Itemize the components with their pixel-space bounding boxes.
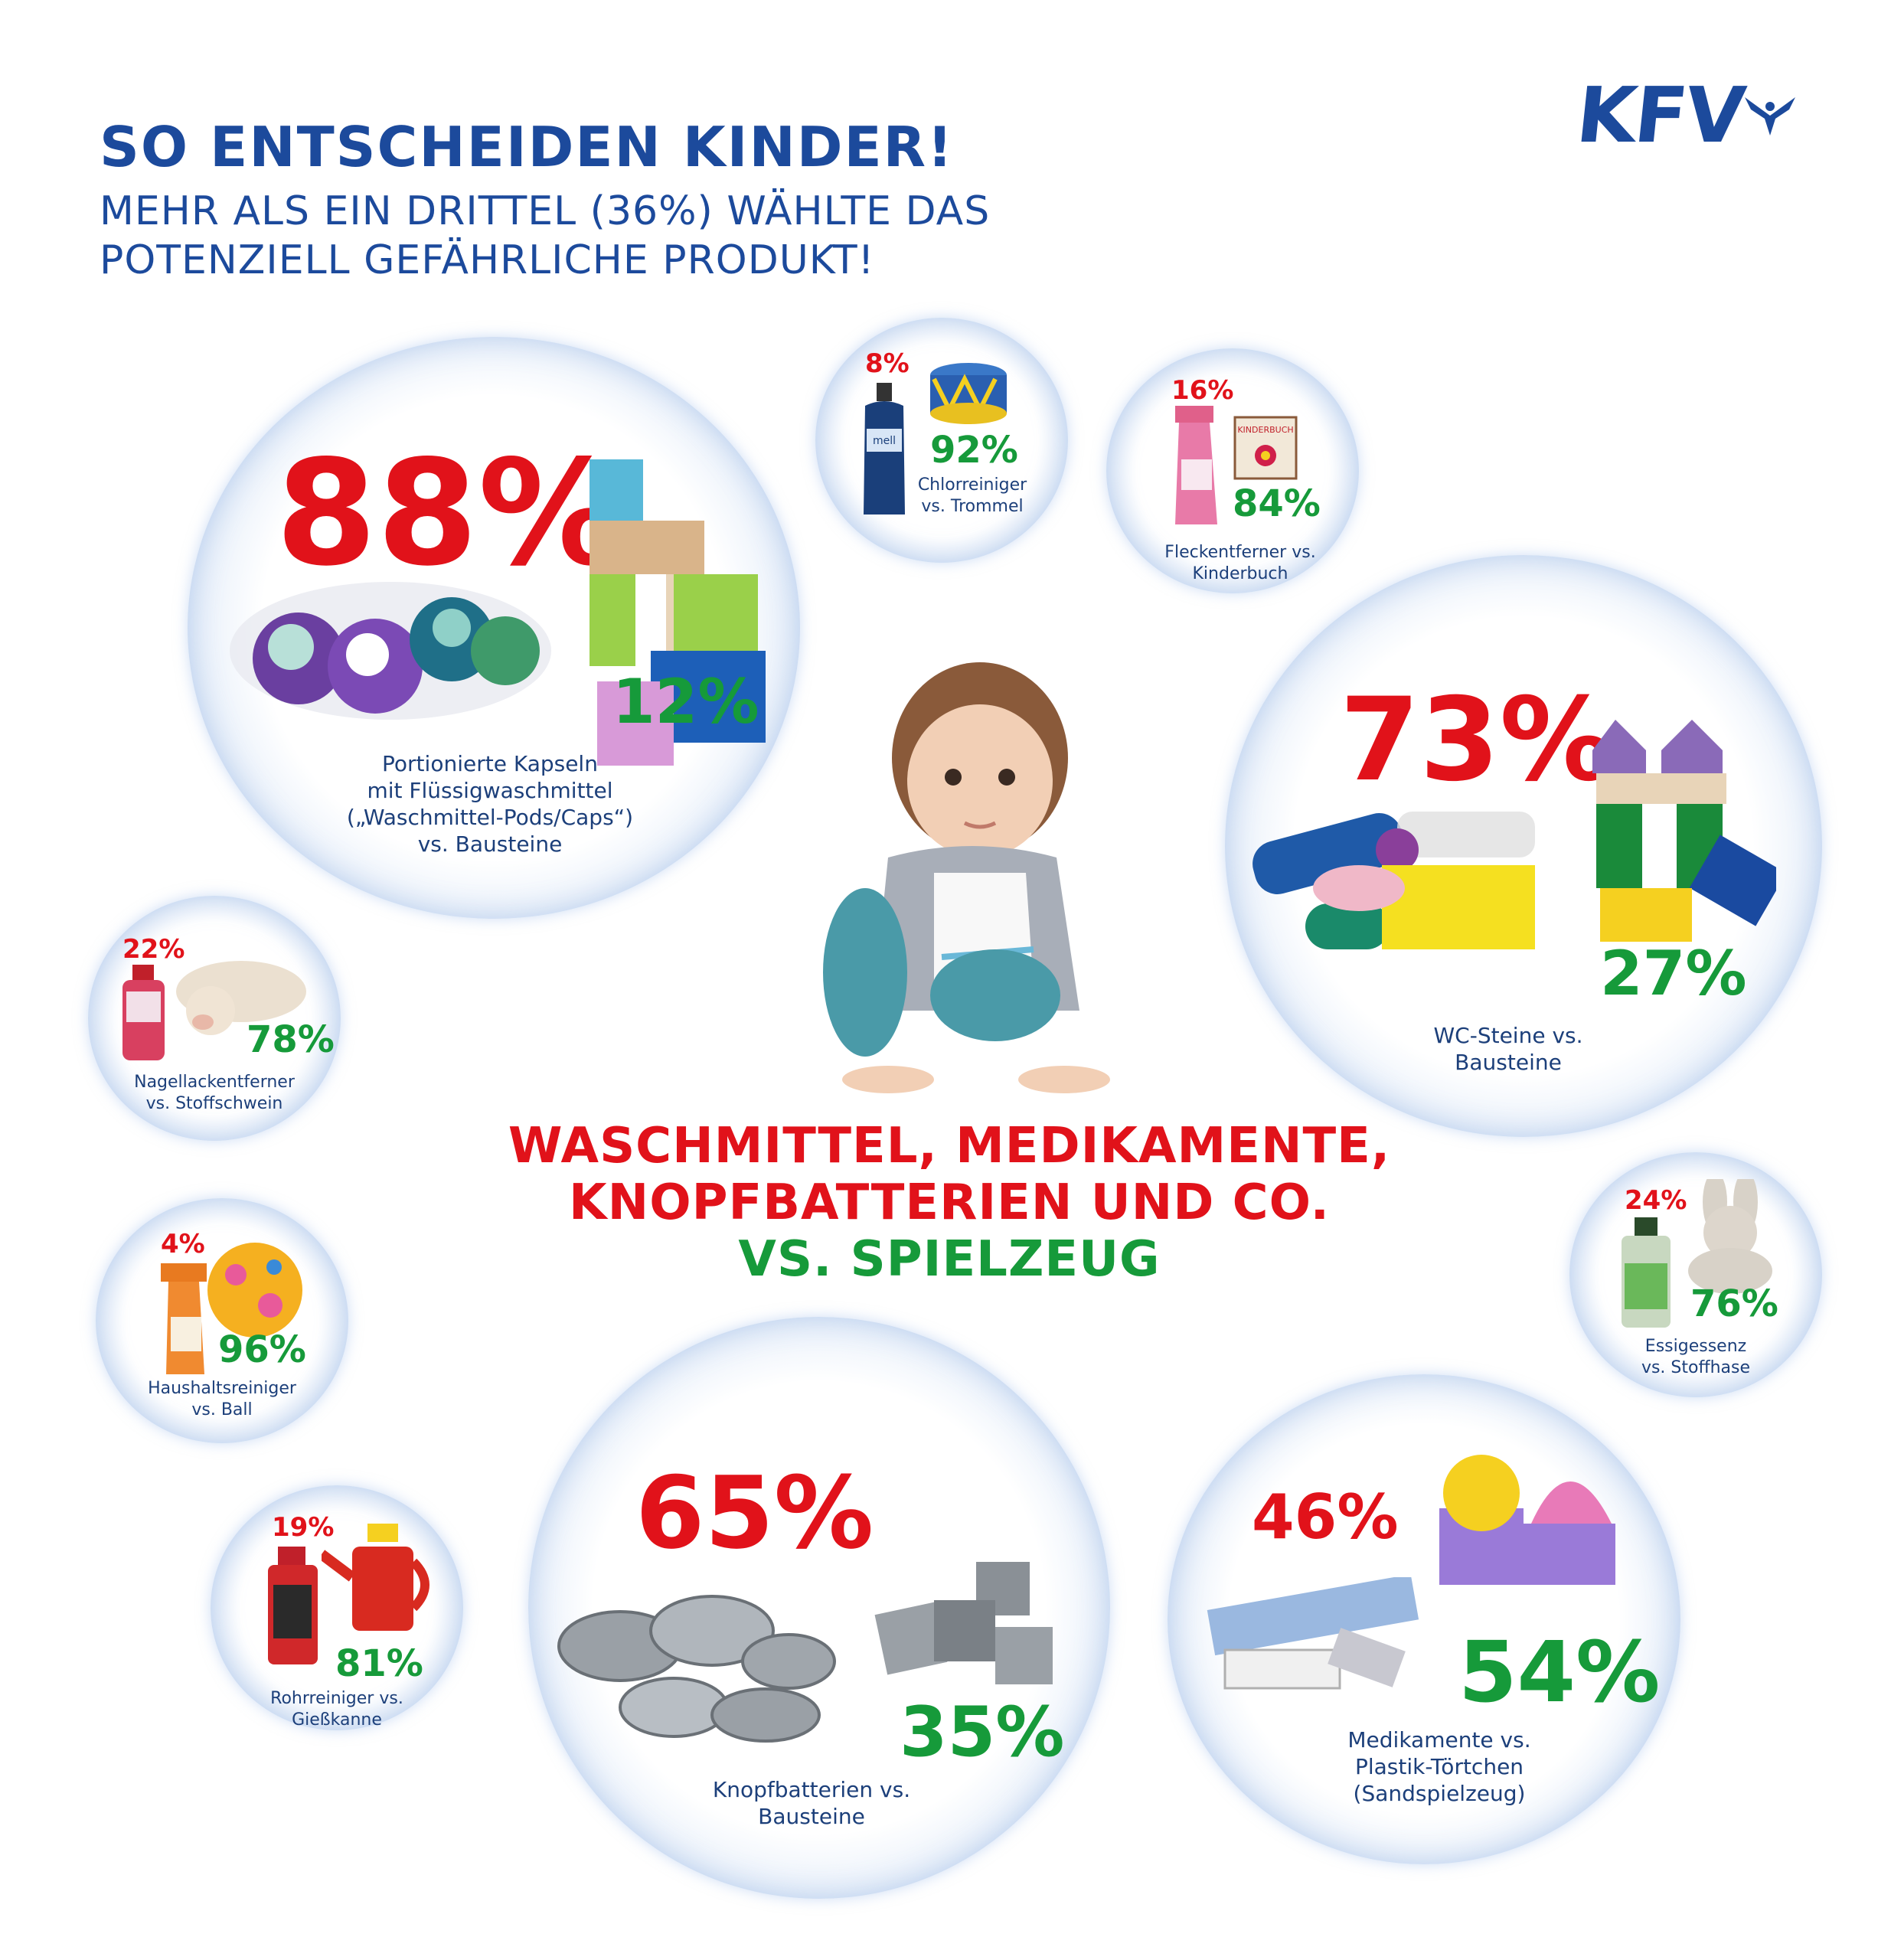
essig-bottle-image [1622, 1217, 1671, 1328]
knopf-caption: Knopfbatterien vs. Bausteine [704, 1776, 919, 1830]
fleck-danger-percent: 16% [1171, 375, 1234, 406]
pods-caption: Portionierte Kapseln mit Flüssigwaschmit… [322, 750, 658, 858]
book-title: KINDERBUCH [1237, 425, 1293, 435]
caption-line: vs. Stoffschwein [145, 1093, 283, 1113]
caption-line: Haushaltsreiniger [148, 1379, 296, 1398]
wc-blocks-image [1592, 720, 1776, 942]
caption-line: vs. Stoffhase [1641, 1357, 1751, 1377]
baby-image [823, 662, 1110, 1093]
rabbit-image [1688, 1179, 1772, 1294]
wc-danger-percent: 73% [1340, 674, 1615, 807]
medi-toy-percent: 54% [1458, 1623, 1661, 1721]
nagel-toy-percent: 78% [247, 1018, 335, 1061]
pods-image [230, 582, 551, 720]
caption-line: vs. Trommel [921, 496, 1024, 516]
ball-image [207, 1243, 302, 1338]
caption-line: Chlorreiniger [917, 475, 1027, 495]
caption-line: (Sandspielzeug) [1353, 1781, 1526, 1806]
spray-image [1175, 406, 1217, 524]
chlor-bottle-image: mell [864, 383, 905, 514]
chlor-danger-percent: 8% [865, 348, 910, 379]
wc-caption: WC-Steine vs. Bausteine [1416, 1022, 1600, 1076]
caption-line: mit Flüssigwaschmittel [367, 778, 613, 803]
haushalt-danger-percent: 4% [161, 1229, 205, 1259]
caption-line: vs. Bausteine [417, 831, 563, 857]
center-line-1: WASCHMITTEL, MEDIKAMENTE, [508, 1118, 1391, 1174]
essig-caption: Essigessenz vs. Stoffhase [1608, 1336, 1784, 1378]
silver-blocks-image [874, 1562, 1053, 1684]
caption-line: vs. Ball [191, 1400, 253, 1419]
caption-line: Kinderbuch [1192, 564, 1288, 583]
caption-line: Rohrreiniger vs. [270, 1689, 403, 1708]
knopf-toy-percent: 35% [900, 1692, 1065, 1772]
rohr-toy-percent: 81% [335, 1642, 423, 1685]
fleck-caption: Fleckentferner vs. Kinderbuch [1148, 542, 1332, 584]
medi-caption: Medikamente vs. Plastik-Törtchen (Sandsp… [1332, 1726, 1546, 1807]
center-headline: WASCHMITTEL, MEDIKAMENTE, KNOPFBATTERIEN… [459, 1118, 1439, 1288]
caption-line: Bausteine [1455, 1050, 1562, 1075]
pill-box-image [1207, 1577, 1419, 1690]
center-line-3: VS. SPIELZEUG [738, 1231, 1161, 1288]
caption-line: („Waschmittel-Pods/Caps“) [346, 805, 634, 830]
chlor-toy-percent: 92% [930, 429, 1018, 472]
kfv-logo: KFV [1573, 70, 1797, 160]
caption-line: Nagellackentferner [134, 1073, 295, 1092]
haushalt-spray-image [161, 1263, 207, 1374]
eagle-icon [1745, 96, 1796, 136]
rohr-caption: Rohrreiniger vs. Gießkanne [245, 1688, 429, 1730]
caption-line: Plastik-Törtchen [1354, 1754, 1524, 1779]
page-subtitle: MEHR ALS EIN DRITTEL (36%) WÄHLTE DAS PO… [100, 187, 990, 285]
header: SO ENTSCHEIDEN KINDER! MEHR ALS EIN DRIT… [100, 115, 990, 285]
rohr-bottle-image [268, 1547, 318, 1664]
essig-toy-percent: 76% [1690, 1282, 1778, 1325]
caption-line: Gießkanne [292, 1710, 382, 1730]
wc-stones-image [1253, 812, 1535, 949]
medi-danger-percent: 46% [1252, 1481, 1399, 1553]
nagel-danger-percent: 22% [122, 934, 185, 965]
chlor-caption: Chlorreiniger vs. Trommel [903, 475, 1041, 517]
book-image: KINDERBUCH [1233, 416, 1298, 480]
knopf-danger-percent: 65% [635, 1455, 874, 1571]
bubble-rohr [211, 1485, 463, 1730]
caption-line: Fleckentferner vs. [1164, 543, 1316, 562]
bubble-chlor [815, 318, 1068, 563]
bubble-fleck [1106, 348, 1359, 593]
caption-line: Portionierte Kapseln [382, 751, 598, 776]
caption-line: Essigessenz [1644, 1337, 1747, 1356]
sand-cakes-image [1439, 1455, 1615, 1585]
center-line-2: KNOPFBATTERIEN UND CO. [569, 1174, 1330, 1231]
nagel-bottle-image [122, 965, 165, 1060]
subtitle-line-2: POTENZIELL GEFÄHRLICHE PRODUKT! [100, 237, 875, 283]
batteries-image [557, 1595, 836, 1743]
caption-line: WC-Steine vs. [1433, 1023, 1583, 1048]
essig-danger-percent: 24% [1625, 1185, 1687, 1216]
caption-line: Knopfbatterien vs. [712, 1777, 911, 1802]
fleck-toy-percent: 84% [1233, 482, 1321, 525]
pig-image [176, 961, 306, 1035]
chlor-bottle-label: mell [873, 435, 896, 447]
pods-toy-percent: 12% [612, 666, 759, 737]
watering-can-image [322, 1524, 429, 1631]
drum-image [930, 363, 1007, 424]
haushalt-caption: Haushaltsreiniger vs. Ball [130, 1378, 314, 1420]
nagel-caption: Nagellackentferner vs. Stoffschwein [122, 1072, 306, 1114]
subtitle-line-1: MEHR ALS EIN DRITTEL (36%) WÄHLTE DAS [100, 188, 991, 234]
page-title: SO ENTSCHEIDEN KINDER! [100, 115, 954, 179]
rohr-danger-percent: 19% [272, 1512, 335, 1543]
haushalt-toy-percent: 96% [218, 1328, 306, 1371]
pods-blocks-image [590, 459, 766, 766]
caption-line: Medikamente vs. [1347, 1727, 1531, 1753]
pods-danger-percent: 88% [276, 429, 624, 598]
logo-text: KFV [1572, 70, 1749, 160]
wc-toy-percent: 27% [1600, 938, 1747, 1009]
caption-line: Bausteine [758, 1804, 865, 1829]
